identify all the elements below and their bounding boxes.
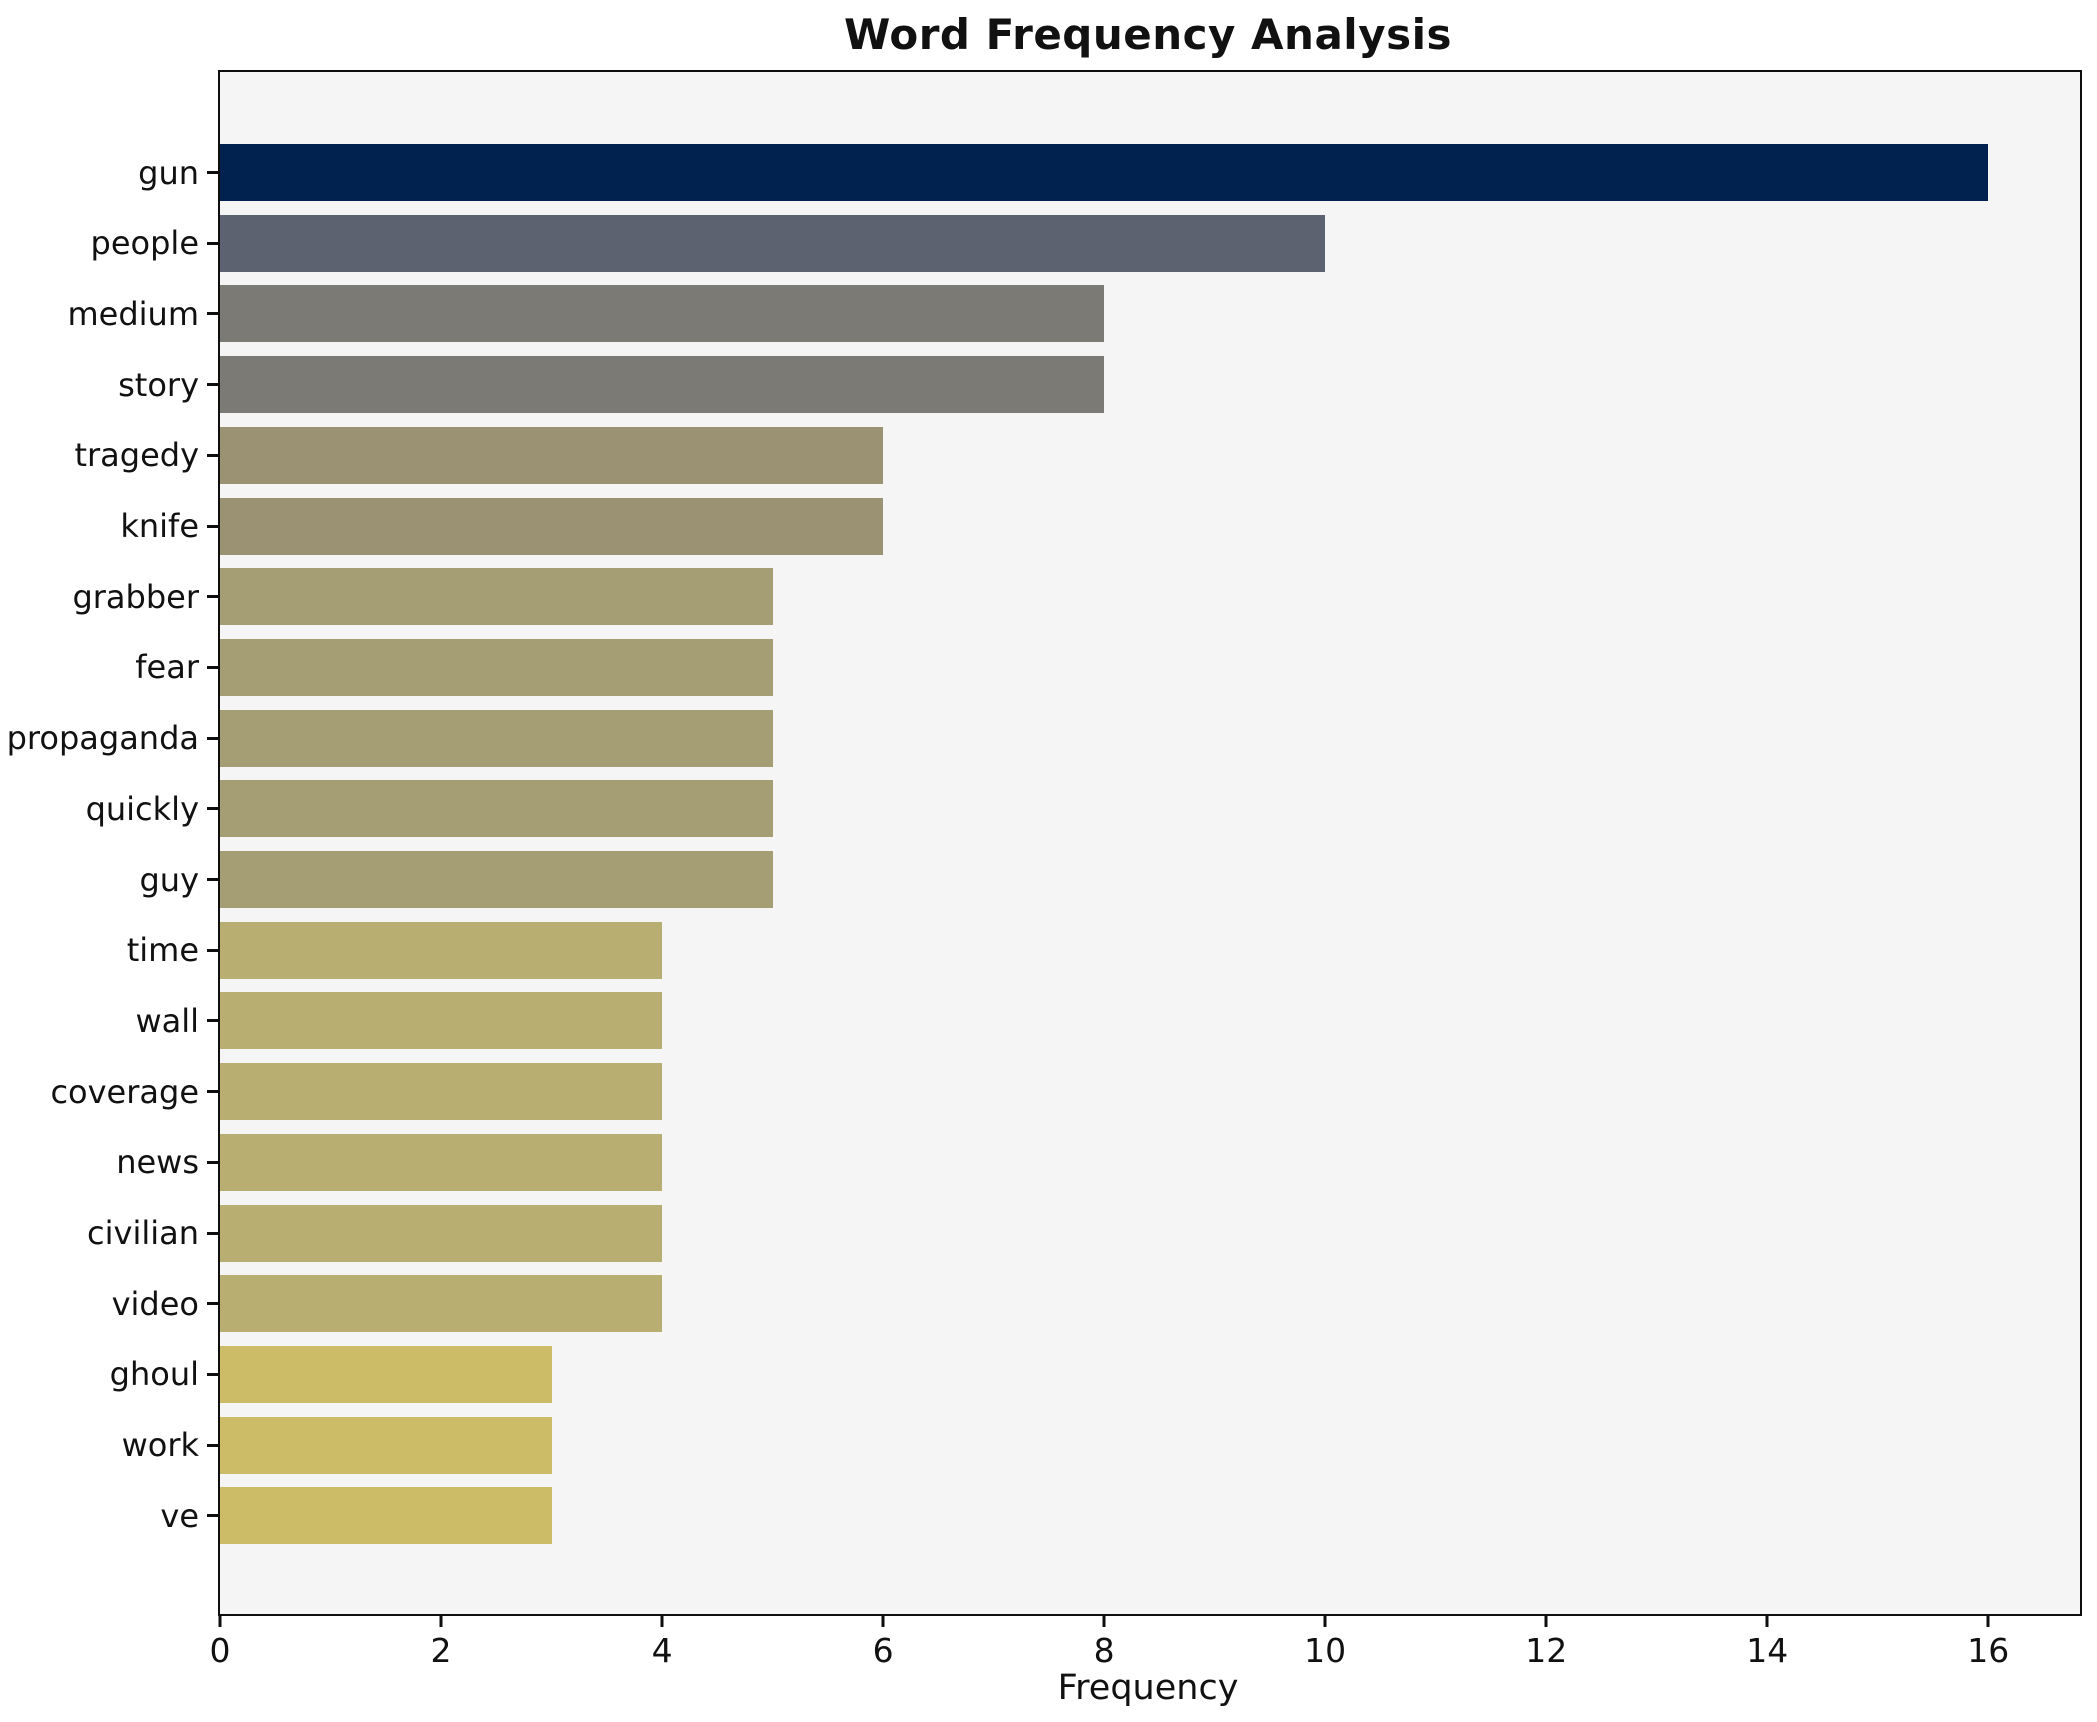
x-tick-label-0: 0 [209,1631,231,1670]
y-tick-label-coverage: coverage [50,1072,199,1111]
bar-video [220,1275,663,1333]
y-tick-label-tragedy: tragedy [74,436,199,475]
x-tick-mark [1765,1616,1769,1627]
x-tick-mark [218,1616,222,1627]
x-tick-mark [439,1616,443,1627]
y-tick-label-knife: knife [120,507,199,545]
y-tick-mark [207,807,218,811]
x-tick-label-6: 6 [872,1631,894,1670]
y-tick-mark [207,1160,218,1164]
bar-tragedy [220,426,884,484]
bar-coverage [220,1063,663,1121]
y-tick-mark [207,665,218,669]
y-tick-mark [207,595,218,599]
x-tick-label-8: 8 [1093,1631,1115,1670]
bar-wall [220,992,663,1050]
chart-title: Word Frequency Analysis [844,10,1452,59]
bar-fear [220,638,773,696]
y-tick-label-gun: gun [138,153,199,192]
y-tick-mark [207,1090,218,1094]
y-tick-mark [207,1443,218,1447]
x-axis-label: Frequency [1057,1668,1239,1708]
y-tick-label-ghoul: ghoul [109,1355,199,1394]
y-tick-mark [207,453,218,457]
bar-knife [220,497,884,555]
y-tick-label-fear: fear [135,648,199,687]
y-tick-mark [207,1514,218,1518]
x-tick-label-16: 16 [1967,1631,2010,1670]
x-tick-mark [1323,1616,1327,1627]
x-tick-mark [881,1616,885,1627]
bar-grabber [220,568,773,626]
x-tick-mark [1986,1616,1990,1627]
y-tick-label-people: people [90,224,199,263]
bar-propaganda [220,709,773,767]
y-tick-mark [207,524,218,528]
y-tick-mark [207,383,218,387]
x-tick-mark [660,1616,664,1627]
y-tick-label-work: work [121,1426,199,1465]
bar-ghoul [220,1345,552,1403]
y-tick-mark [207,878,218,881]
bar-gun [220,144,1989,201]
y-tick-label-grabber: grabber [72,577,199,616]
y-tick-label-wall: wall [135,1001,199,1040]
bar-medium [220,285,1105,343]
y-tick-label-medium: medium [67,294,199,333]
y-tick-label-video: video [111,1284,199,1323]
bar-people [220,214,1326,272]
bar-story [220,356,1105,414]
y-tick-label-quickly: quickly [85,789,199,828]
y-tick-mark [207,171,218,174]
bar-civilian [220,1204,663,1262]
x-tick-mark [1102,1616,1106,1627]
y-tick-mark [207,1231,218,1235]
y-tick-label-civilian: civilian [87,1214,199,1252]
y-tick-mark [207,312,218,316]
x-tick-mark [1544,1616,1548,1627]
y-tick-mark [207,1019,218,1023]
y-tick-mark [207,1372,218,1376]
y-tick-label-time: time [126,931,199,970]
y-tick-label-guy: guy [139,860,199,899]
y-tick-label-story: story [118,365,199,404]
x-tick-label-2: 2 [430,1631,452,1670]
y-tick-label-propaganda: propaganda [6,719,199,758]
plot-area: gun people medium story tragedy knife grabber f… [7,70,2082,1667]
y-tick-mark [207,948,218,952]
y-tick-mark [207,1302,218,1306]
x-tick-label-4: 4 [651,1631,673,1670]
x-tick-label-14: 14 [1746,1631,1789,1670]
bar-news [220,1133,663,1191]
bar-guy [220,851,773,908]
x-tick-label-10: 10 [1304,1631,1347,1670]
y-tick-label-news: news [116,1143,199,1182]
x-tick-label-12: 12 [1525,1631,1568,1670]
y-tick-mark [207,736,218,740]
bar-ve [220,1487,552,1545]
y-tick-mark [207,241,218,245]
bar-time [220,921,663,979]
bar-work [220,1416,552,1474]
y-tick-label-ve: ve [160,1496,199,1535]
bar-quickly [220,780,773,838]
